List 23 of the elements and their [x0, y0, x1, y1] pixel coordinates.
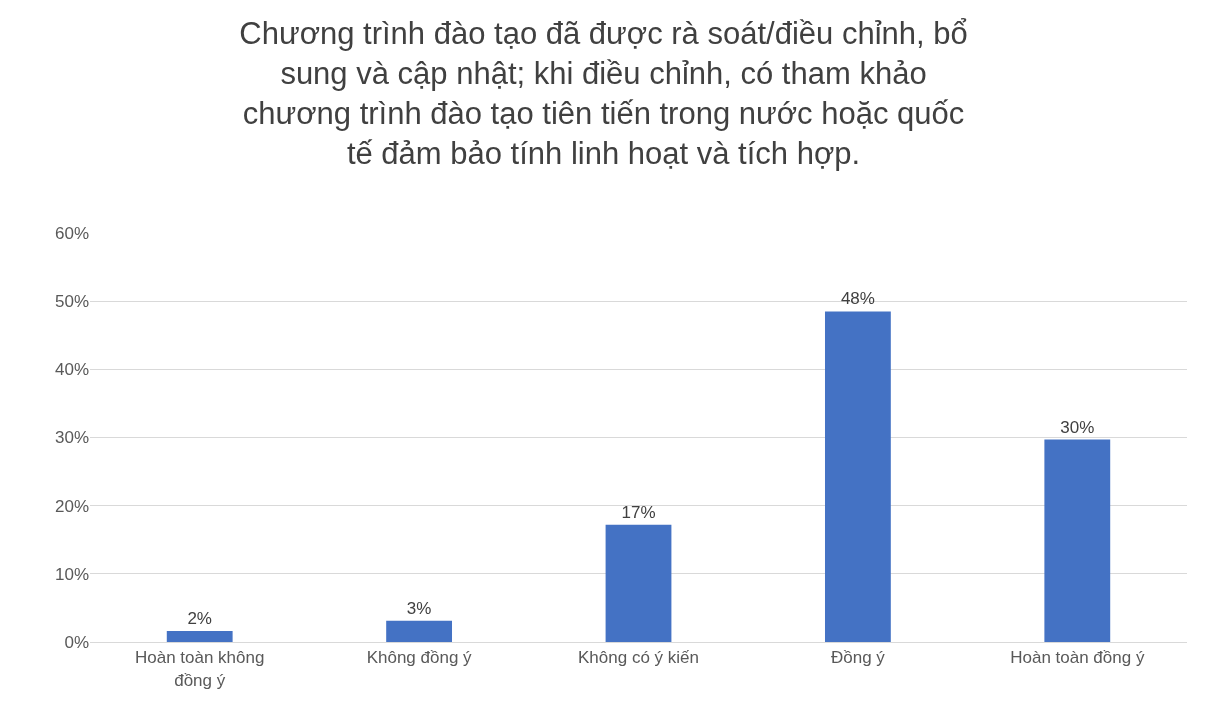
x-tick-label: Không có ý kiến [578, 648, 699, 668]
bar [1044, 439, 1111, 642]
data-label: 2% [187, 609, 212, 629]
y-tick-label: 50% [54, 292, 89, 312]
y-tick-label: 60% [54, 223, 89, 243]
data-label: 17% [621, 502, 656, 522]
bar [386, 620, 453, 642]
bar [166, 631, 233, 642]
y-tick-label: 20% [54, 496, 89, 516]
data-label: 30% [1060, 417, 1095, 437]
y-tick-label: 10% [54, 564, 89, 584]
chart-title: Chương trình đào tạo đã được rà soát/điều chỉnh, bổ sung và cập nhật; khi điều chỉnh, có tham khảo chương trình đào tạo tiên tiến trong nước hoặc quốc tế đảm bảo tính linh hoạt và tích hợp. [239, 15, 968, 172]
data-label: 48% [840, 289, 875, 309]
y-tick-label: 30% [54, 428, 89, 448]
y-tick-label: 0% [64, 632, 89, 652]
x-tick-label: Đồng ý [830, 648, 886, 668]
y-tick-label: 40% [54, 360, 89, 380]
x-tick-label: Hoàn toàn không đồng ý [134, 648, 265, 690]
x-tick-label: Không đồng ý [366, 648, 473, 668]
x-tick-label: Hoàn toàn đồng ý [1010, 648, 1145, 668]
data-label: 3% [406, 598, 432, 618]
bar [824, 311, 891, 642]
bar [605, 524, 672, 642]
